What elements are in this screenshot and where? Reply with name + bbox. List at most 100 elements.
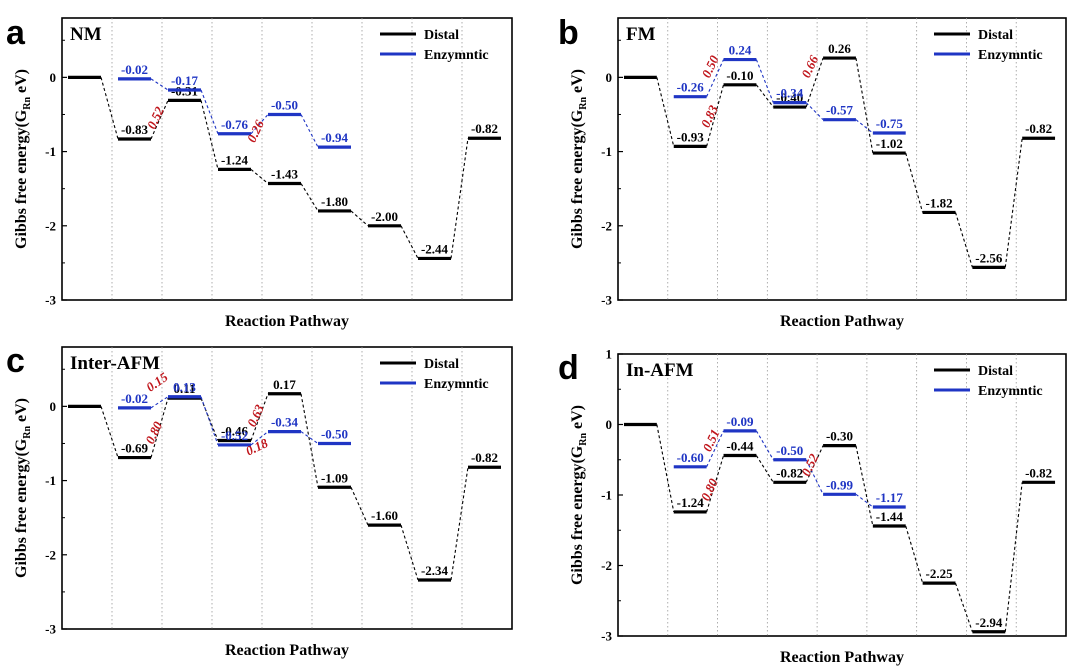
panel-title: In-AFM [626,360,694,381]
enzymatic-value-label: -1.17 [876,490,904,505]
distal-value-label: -0.82 [776,465,803,480]
barrier-label: 0.63 [244,402,267,429]
y-tick-label: -3 [601,629,612,644]
y-tick-label: -3 [45,293,56,308]
distal-value-label: -0.69 [121,441,149,456]
distal-series: -0.93-0.10-0.400.26-1.02-1.82-2.56-0.82 [623,41,1056,269]
y-tick-label: -2 [601,218,612,233]
enzymatic-value-label: -0.02 [121,391,148,406]
plot-frame [61,17,513,301]
y-tick-label: -3 [601,293,612,308]
enzymatic-value-label: 0.13 [173,380,196,395]
distal-connector [1004,482,1023,632]
x-axis-title: Reaction Pathway [780,649,904,666]
y-tick-label: -2 [601,558,612,573]
enzymatic-connector [300,114,319,148]
distal-value-label: -1.24 [677,495,705,510]
distal-connector [300,183,319,212]
y-axis-title: Gibbs free energy(GRn eV) [13,398,33,578]
y-tick-label: -2 [45,218,56,233]
enzymatic-value-label: -0.52 [221,428,248,443]
panel-a: 0 -1 -2 -3 Gibbs free energy(GRn eV) Reaction… [6,14,513,330]
legend-label-enzymatic: Enzymntic [424,48,489,63]
enzymatic-value-label: -0.50 [321,426,348,441]
legend-label-distal: Distal [424,28,459,43]
enzymatic-series: -0.02 0.13 -0.52 -0.34 -0.50 [118,380,351,447]
enzymatic-value-label: -0.60 [677,450,704,465]
y-axis-title-main: Gibbs free energy(G [13,438,30,578]
distal-value-label: -2.56 [975,250,1003,265]
panel-letter: c [6,342,25,380]
y-axis-title-end: eV) [569,69,586,97]
enzymatic-value-label: 0.24 [729,43,752,58]
enzymatic-value-label: -0.09 [726,414,754,429]
distal-connector [350,487,369,526]
panel-b: 0 -1 -2 -3 Gibbs free energy(GRn eV) Reaction… [558,14,1067,330]
distal-value-label: 0.17 [273,377,296,392]
barrier-label: 0.80 [142,419,165,446]
y-tick-label: 1 [606,347,613,362]
y-axis-title-sub: Rn [22,97,33,110]
distal-connector [400,225,419,259]
y-tick-label: -1 [601,144,612,159]
distal-value-label: -0.30 [826,429,853,444]
distal-value-label: -0.82 [471,121,498,136]
enzymatic-value-label: -0.94 [321,130,349,145]
enzymatic-connector [200,89,219,134]
y-axis-title-end: eV) [569,405,586,433]
distal-connector [656,424,675,513]
y-axis-title-main: Gibbs free energy(G [569,109,586,249]
enzymatic-connector [250,114,269,135]
y-axis-title-end: eV) [13,398,30,426]
enzymatic-value-label: -0.75 [876,116,904,131]
enzymatic-value-label: -0.57 [826,103,854,118]
distal-connector [450,467,469,581]
distal-value-label: -1.80 [321,194,348,209]
barrier-label: 0.50 [699,53,722,80]
x-axis-title: Reaction Pathway [225,642,349,659]
distal-value-label: -1.60 [371,508,398,523]
enzymatic-connector [300,431,319,444]
enzymatic-value-label: -0.50 [271,97,298,112]
enzymatic-value-label: -0.34 [271,415,299,430]
distal-connector [450,138,469,259]
legend-label-enzymatic: Enzymntic [424,377,489,392]
y-axis-title: Gibbs free energy(GRn eV) [569,69,589,249]
distal-series: -0.83-0.31-1.24-1.43-1.80-2.00-2.44-0.82 [68,75,501,261]
enzymatic-connector [755,59,774,103]
y-axis-title-end: eV) [13,69,30,97]
enzymatic-connector [706,430,725,468]
distal-value-label: -2.44 [421,241,449,256]
enzymatic-connector [706,59,725,97]
enzymatic-connector [855,119,874,134]
distal-connector [150,398,169,458]
x-axis-title: Reaction Pathway [225,313,349,330]
distal-connector [200,100,219,170]
enzymatic-value-label: -0.02 [121,62,148,77]
distal-connector [350,210,369,227]
distal-value-label: -0.82 [1025,121,1052,136]
distal-connector [954,582,973,632]
enzymatic-series: -0.26 0.24 -0.34 -0.57 -0.75 [673,43,906,135]
distal-value-label: 0.11 [173,381,195,396]
enzymatic-connector [855,493,874,508]
enzymatic-value-label: -0.50 [776,443,803,458]
legend-label-distal: Distal [978,364,1013,379]
distal-connector [300,393,319,488]
distal-value-label: -0.82 [471,450,498,465]
y-axis-title: Gibbs free energy(GRn eV) [569,405,589,585]
enzymatic-value-label: -0.26 [677,80,705,95]
distal-value-label: -0.46 [221,424,249,439]
legend-label-enzymatic: Enzymntic [978,48,1043,63]
y-tick-label: -1 [601,488,612,503]
distal-value-label: 0.26 [828,41,851,56]
y-axis-title-sub: Rn [578,97,589,110]
enzymatic-series: -0.02 -0.17 -0.76 -0.50 -0.94 [118,62,351,149]
y-tick-label: 0 [606,70,613,85]
distal-value-label: -0.10 [726,68,753,83]
barrier-label: 0.51 [699,427,722,454]
panel-title: FM [626,24,656,45]
legend-label-distal: Distal [978,28,1013,43]
distal-connector [250,168,269,184]
